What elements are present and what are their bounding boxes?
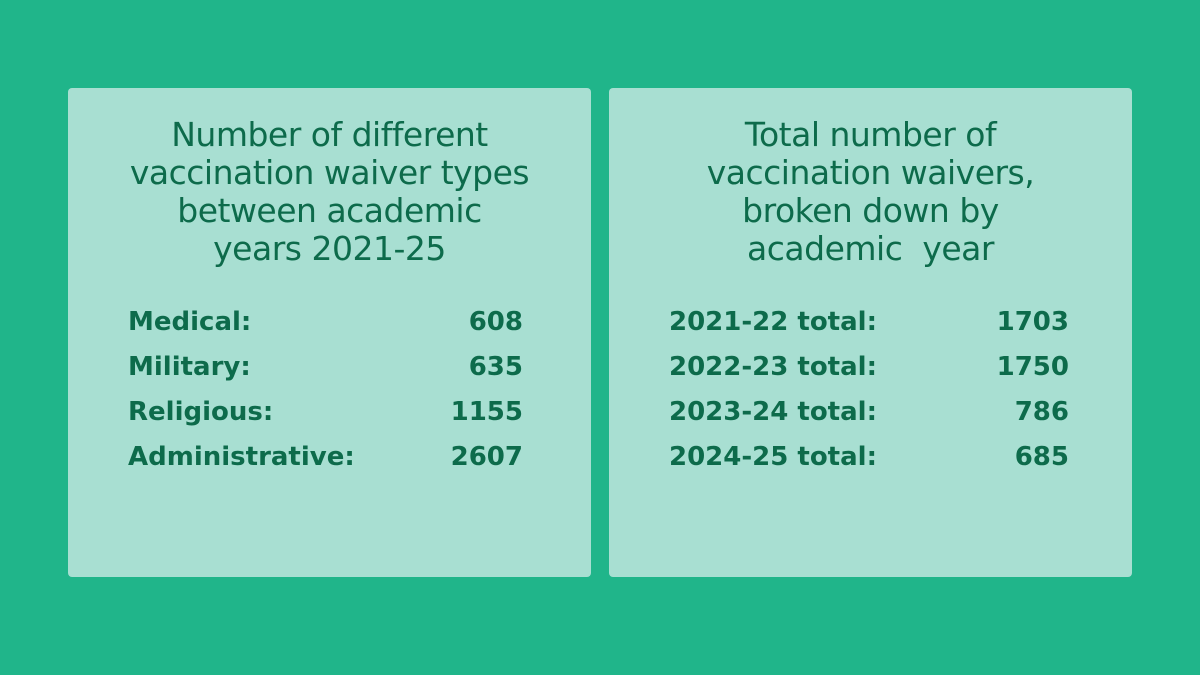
row-label: 2022-23 total: bbox=[669, 352, 877, 382]
row-value: 786 bbox=[1014, 397, 1069, 427]
panel: Total number of vaccination waivers, broke… bbox=[609, 88, 1132, 577]
row-label: Religious: bbox=[128, 397, 274, 427]
row-label: Medical: bbox=[128, 307, 252, 337]
row-value: 685 bbox=[1014, 442, 1069, 472]
panel: Number of different vaccination waiver ty… bbox=[68, 88, 591, 577]
row-label: 2024-25 total: bbox=[669, 442, 877, 472]
row-value: 1155 bbox=[450, 397, 523, 427]
row-value: 608 bbox=[468, 307, 523, 337]
row-label: Military: bbox=[128, 352, 251, 382]
row-label: Administrative: bbox=[128, 442, 355, 472]
panel-title: years 2021-25 bbox=[213, 229, 446, 268]
row-value: 2607 bbox=[450, 442, 523, 472]
panel-title: vaccination waivers, bbox=[706, 153, 1035, 192]
panel-title: broken down by bbox=[742, 191, 999, 230]
row-value: 635 bbox=[468, 352, 523, 382]
row-value: 1703 bbox=[996, 307, 1069, 337]
panel-title: vaccination waiver types bbox=[129, 153, 530, 192]
row-value: 1750 bbox=[996, 352, 1069, 382]
panel-title: Number of different bbox=[171, 115, 488, 154]
panel-title: between academic bbox=[177, 191, 482, 230]
row-label: 2021-22 total: bbox=[669, 307, 877, 337]
panel-title: Total number of bbox=[744, 115, 997, 154]
row-label: 2023-24 total: bbox=[669, 397, 877, 427]
panel-title: academic year bbox=[747, 229, 994, 268]
